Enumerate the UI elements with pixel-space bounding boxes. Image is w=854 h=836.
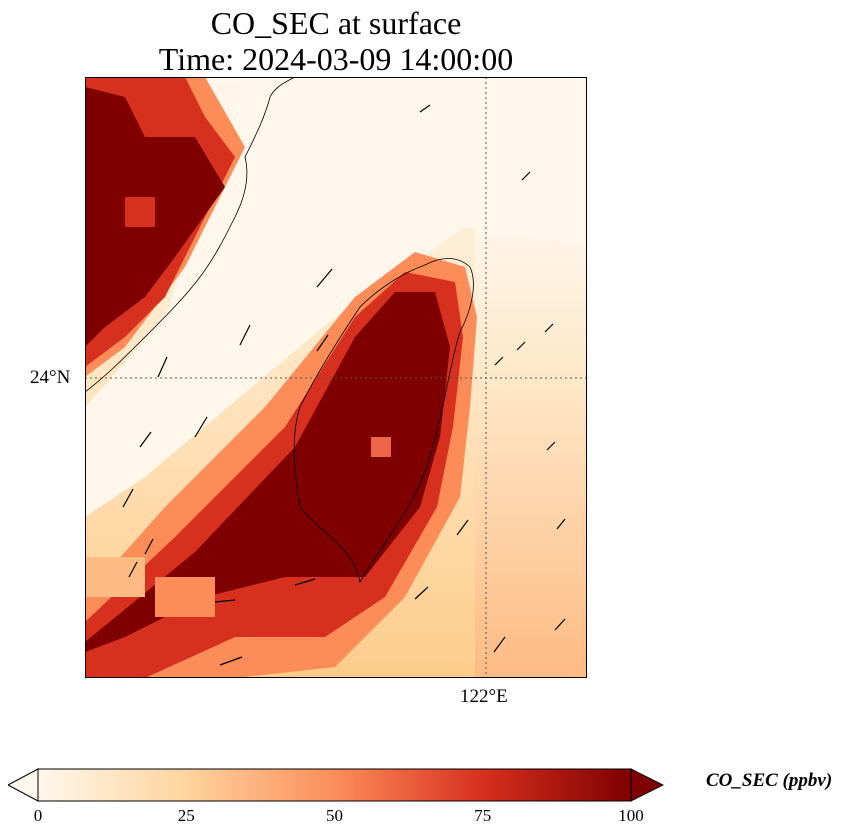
concentration-map (85, 77, 587, 678)
wind-vectors (122, 104, 566, 666)
colorbar-tick-label: 75 (474, 806, 492, 825)
longitude-tick-label: 122°E (460, 686, 508, 707)
colorbar-tick-label: 25 (177, 806, 195, 825)
concentration-field (85, 77, 587, 678)
colorbar-tick-label: 100 (618, 806, 644, 825)
colorbar-label: CO_SEC (ppbv) (706, 770, 833, 791)
colorbar-tick-label: 0 (33, 806, 43, 825)
colorbar-min-extend (8, 768, 39, 802)
gridlines (85, 77, 587, 678)
map-time-subtitle: Time: 2024-03-09 14:00:00 (158, 41, 514, 77)
colorbar-max-extend (630, 768, 664, 802)
colorbar-tick-label: 50 (326, 806, 343, 825)
latitude-tick-label: 24°N (30, 367, 71, 388)
colorbar-gradient (37, 768, 632, 802)
coastline (85, 77, 474, 584)
map-title: CO_SEC at surface (210, 5, 462, 41)
colorbar (8, 768, 664, 802)
